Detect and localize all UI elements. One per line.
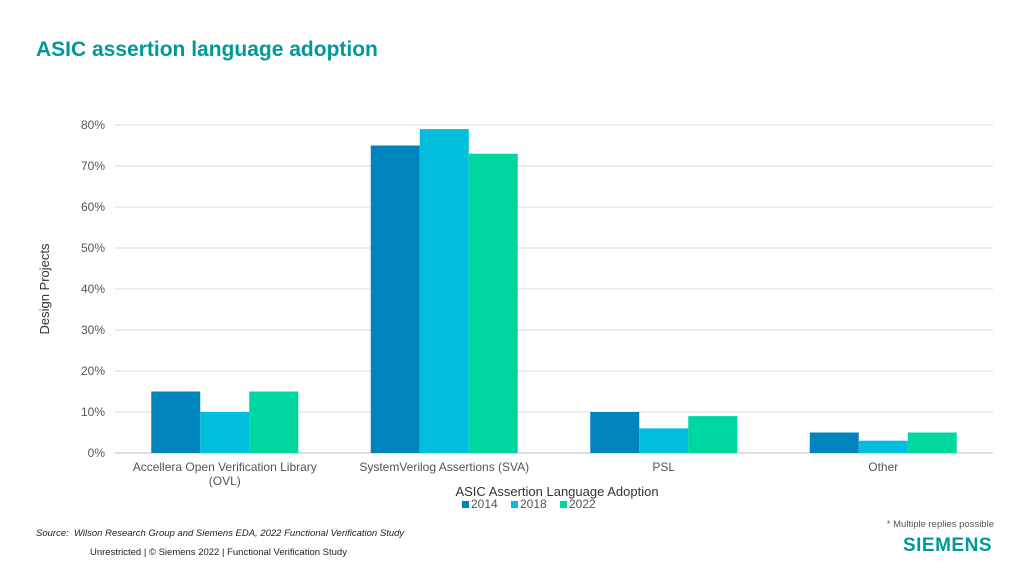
chart-title: ASIC assertion language adoption — [36, 38, 378, 61]
y-tick-label: 50% — [81, 241, 105, 255]
bar-2022-cat0 — [249, 391, 299, 453]
y-tick-label: 80% — [81, 118, 105, 132]
bar-2018-cat2 — [639, 428, 689, 453]
x-tick-label: PSL — [652, 460, 675, 474]
siemens-logo: SIEMENS — [902, 535, 992, 556]
y-tick-label: 40% — [81, 282, 105, 296]
bar-2022-cat2 — [688, 416, 738, 453]
bar-2022-cat3 — [907, 432, 957, 453]
bar-2014-cat3 — [809, 432, 859, 453]
y-tick-label: 30% — [81, 323, 105, 337]
source-text: Wilson Research Group and Siemens EDA, 2… — [74, 528, 405, 539]
y-tick-label: 0% — [88, 446, 106, 460]
x-tick-label: SystemVerilog Assertions (SVA) — [359, 460, 529, 474]
footer-text: Unrestricted | © Siemens 2022 | Function… — [90, 547, 347, 558]
x-tick-label: Other — [868, 460, 898, 474]
bar-2018-cat3 — [858, 440, 908, 453]
footnote: * Multiple replies possible — [886, 519, 994, 530]
x-axis-label: ASIC Assertion Language Adoption — [455, 484, 658, 499]
bar-2014-cat1 — [370, 145, 420, 453]
bar-2018-cat1 — [419, 129, 469, 453]
legend-label-2022: 2022 — [569, 497, 596, 511]
bar-2018-cat0 — [200, 412, 250, 453]
legend-swatch-2014 — [462, 501, 469, 508]
x-tick-label: Accellera Open Verification Library — [133, 460, 317, 474]
legend-label-2018: 2018 — [520, 497, 547, 511]
legend-swatch-2022 — [560, 501, 567, 508]
y-tick-label: 20% — [81, 364, 105, 378]
source-line: Source: Wilson Research Group and Siemen… — [36, 528, 404, 539]
bar-2014-cat0 — [151, 391, 201, 453]
source-label: Source: — [36, 528, 69, 539]
y-tick-label: 60% — [81, 200, 105, 214]
bar-2022-cat1 — [468, 153, 518, 453]
legend-label-2014: 2014 — [471, 497, 498, 511]
bar-2014-cat2 — [590, 412, 640, 453]
y-tick-label: 10% — [81, 405, 105, 419]
legend-swatch-2018 — [511, 501, 518, 508]
y-tick-label: 70% — [81, 159, 105, 173]
y-axis-label: Design Projects — [37, 243, 52, 335]
x-tick-label: (OVL) — [209, 474, 241, 488]
